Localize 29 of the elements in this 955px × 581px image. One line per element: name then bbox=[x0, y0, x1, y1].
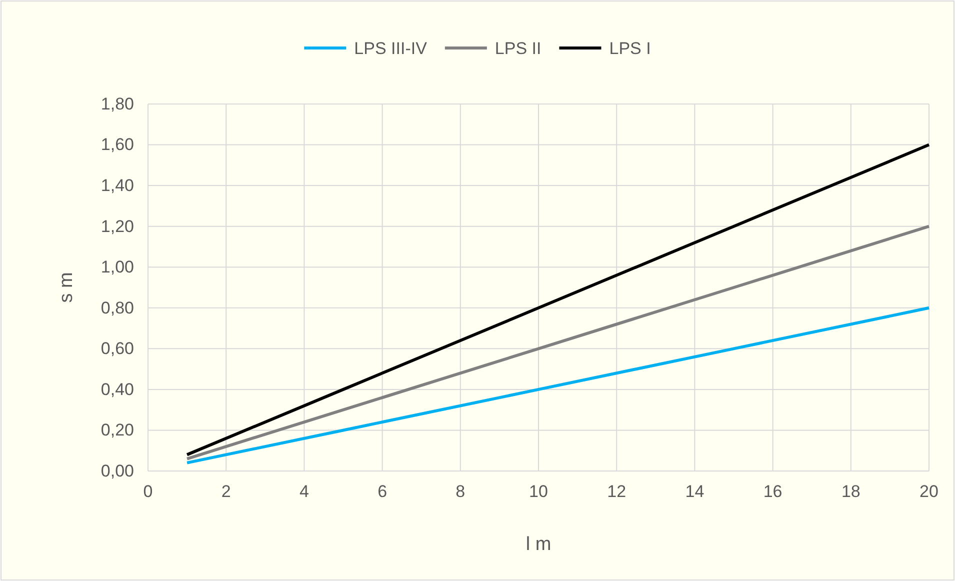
line-series bbox=[186, 224, 930, 460]
x-tick-label: 6 bbox=[378, 482, 388, 502]
y-tick-label: 1,60 bbox=[100, 135, 134, 154]
x-tick-label: 12 bbox=[607, 482, 626, 502]
x-axis-title: l m bbox=[526, 534, 552, 555]
y-tick-label: 0,40 bbox=[100, 380, 134, 399]
x-tick-label: 20 bbox=[920, 482, 938, 502]
x-tick-label: 10 bbox=[529, 482, 548, 502]
x-tick-label: 14 bbox=[685, 482, 704, 502]
y-tick-label: 1,20 bbox=[100, 216, 134, 236]
y-tick-label: 0,00 bbox=[100, 461, 134, 480]
x-tick-label: 2 bbox=[221, 482, 231, 502]
x-tick-label: 16 bbox=[763, 482, 782, 502]
y-tick-label: 0,20 bbox=[100, 420, 134, 440]
y-tick-label: 0,60 bbox=[100, 339, 134, 358]
y-axis-title: s m bbox=[56, 272, 77, 303]
x-tick-label: 18 bbox=[841, 482, 860, 502]
line-series bbox=[186, 306, 930, 464]
y-tick-label: 0,80 bbox=[100, 298, 134, 318]
legend-label: LPS III-IV bbox=[354, 39, 428, 58]
line-series bbox=[186, 143, 930, 456]
x-tick-label: 0 bbox=[143, 482, 153, 502]
legend-label: LPS I bbox=[609, 39, 651, 58]
x-tick-label: 8 bbox=[456, 482, 466, 502]
y-tick-label: 1,00 bbox=[100, 258, 134, 277]
legend-label: LPS II bbox=[494, 39, 542, 58]
y-tick-label: 1,80 bbox=[100, 94, 134, 114]
y-tick-label: 1,40 bbox=[100, 176, 134, 195]
x-tick-label: 4 bbox=[299, 482, 309, 502]
